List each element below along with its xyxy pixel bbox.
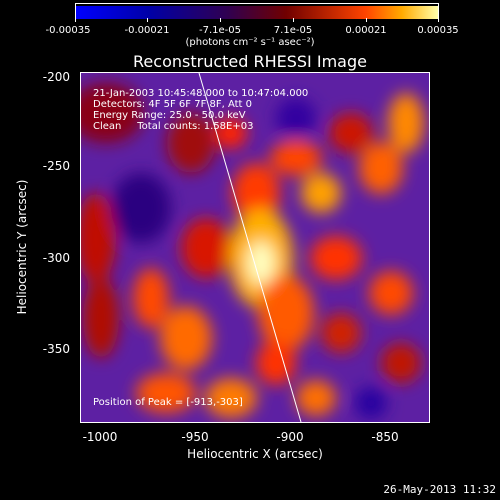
- colorbar-tick: [438, 18, 439, 22]
- x-tick-label: -900: [276, 430, 304, 444]
- image-plot: 21-Jan-2003 10:45:48.000 to 10:47:04.000…: [80, 72, 430, 423]
- y-axis-label: Heliocentric Y (arcsec): [15, 179, 29, 315]
- colorbar-tick-label: 0.00035: [417, 25, 459, 36]
- colorbar: [75, 3, 439, 19]
- colorbar-units: (photons cm⁻² s⁻¹ asec⁻²): [185, 37, 315, 48]
- info-energy-range: Energy Range: 25.0 - 50.0 keV: [93, 110, 246, 121]
- colorbar-tick: [220, 18, 221, 22]
- y-tick-label: -350: [42, 342, 70, 356]
- x-tick-label: -1000: [82, 430, 118, 444]
- colorbar-tick: [366, 18, 367, 22]
- x-tick-label: -950: [181, 430, 209, 444]
- info-time-range: 21-Jan-2003 10:45:48.000 to 10:47:04.000: [93, 88, 309, 99]
- x-tick-label: -850: [371, 430, 399, 444]
- y-tick-label: -200: [42, 70, 70, 84]
- peak-position-label: Position of Peak = [-913,-303]: [93, 397, 243, 408]
- y-tick-label: -250: [42, 159, 70, 173]
- info-clean-counts: Clean Total counts: 1.58E+03: [93, 121, 254, 132]
- colorbar-tick: [147, 18, 148, 22]
- plot-title: Reconstructed RHESSI Image: [133, 52, 367, 71]
- colorbar-gradient: [76, 6, 438, 19]
- colorbar-tick-label: 7.1e-05: [273, 25, 313, 36]
- colorbar-tick: [293, 18, 294, 22]
- colorbar-tick-label: -7.1e-05: [199, 25, 241, 36]
- reconstructed-image: [81, 73, 429, 422]
- colorbar-tick-label: 0.00021: [345, 25, 387, 36]
- colorbar-tick-label: -0.00021: [124, 25, 170, 36]
- info-detectors: Detectors: 4F 5F 6F 7F 8F, Att 0: [93, 99, 253, 110]
- colorbar-tick: [75, 18, 76, 22]
- y-tick-label: -300: [42, 251, 70, 265]
- x-axis-label: Heliocentric X (arcsec): [187, 447, 323, 461]
- colorbar-tick-label: -0.00035: [45, 25, 91, 36]
- timestamp: 26-May-2013 11:32: [383, 483, 496, 496]
